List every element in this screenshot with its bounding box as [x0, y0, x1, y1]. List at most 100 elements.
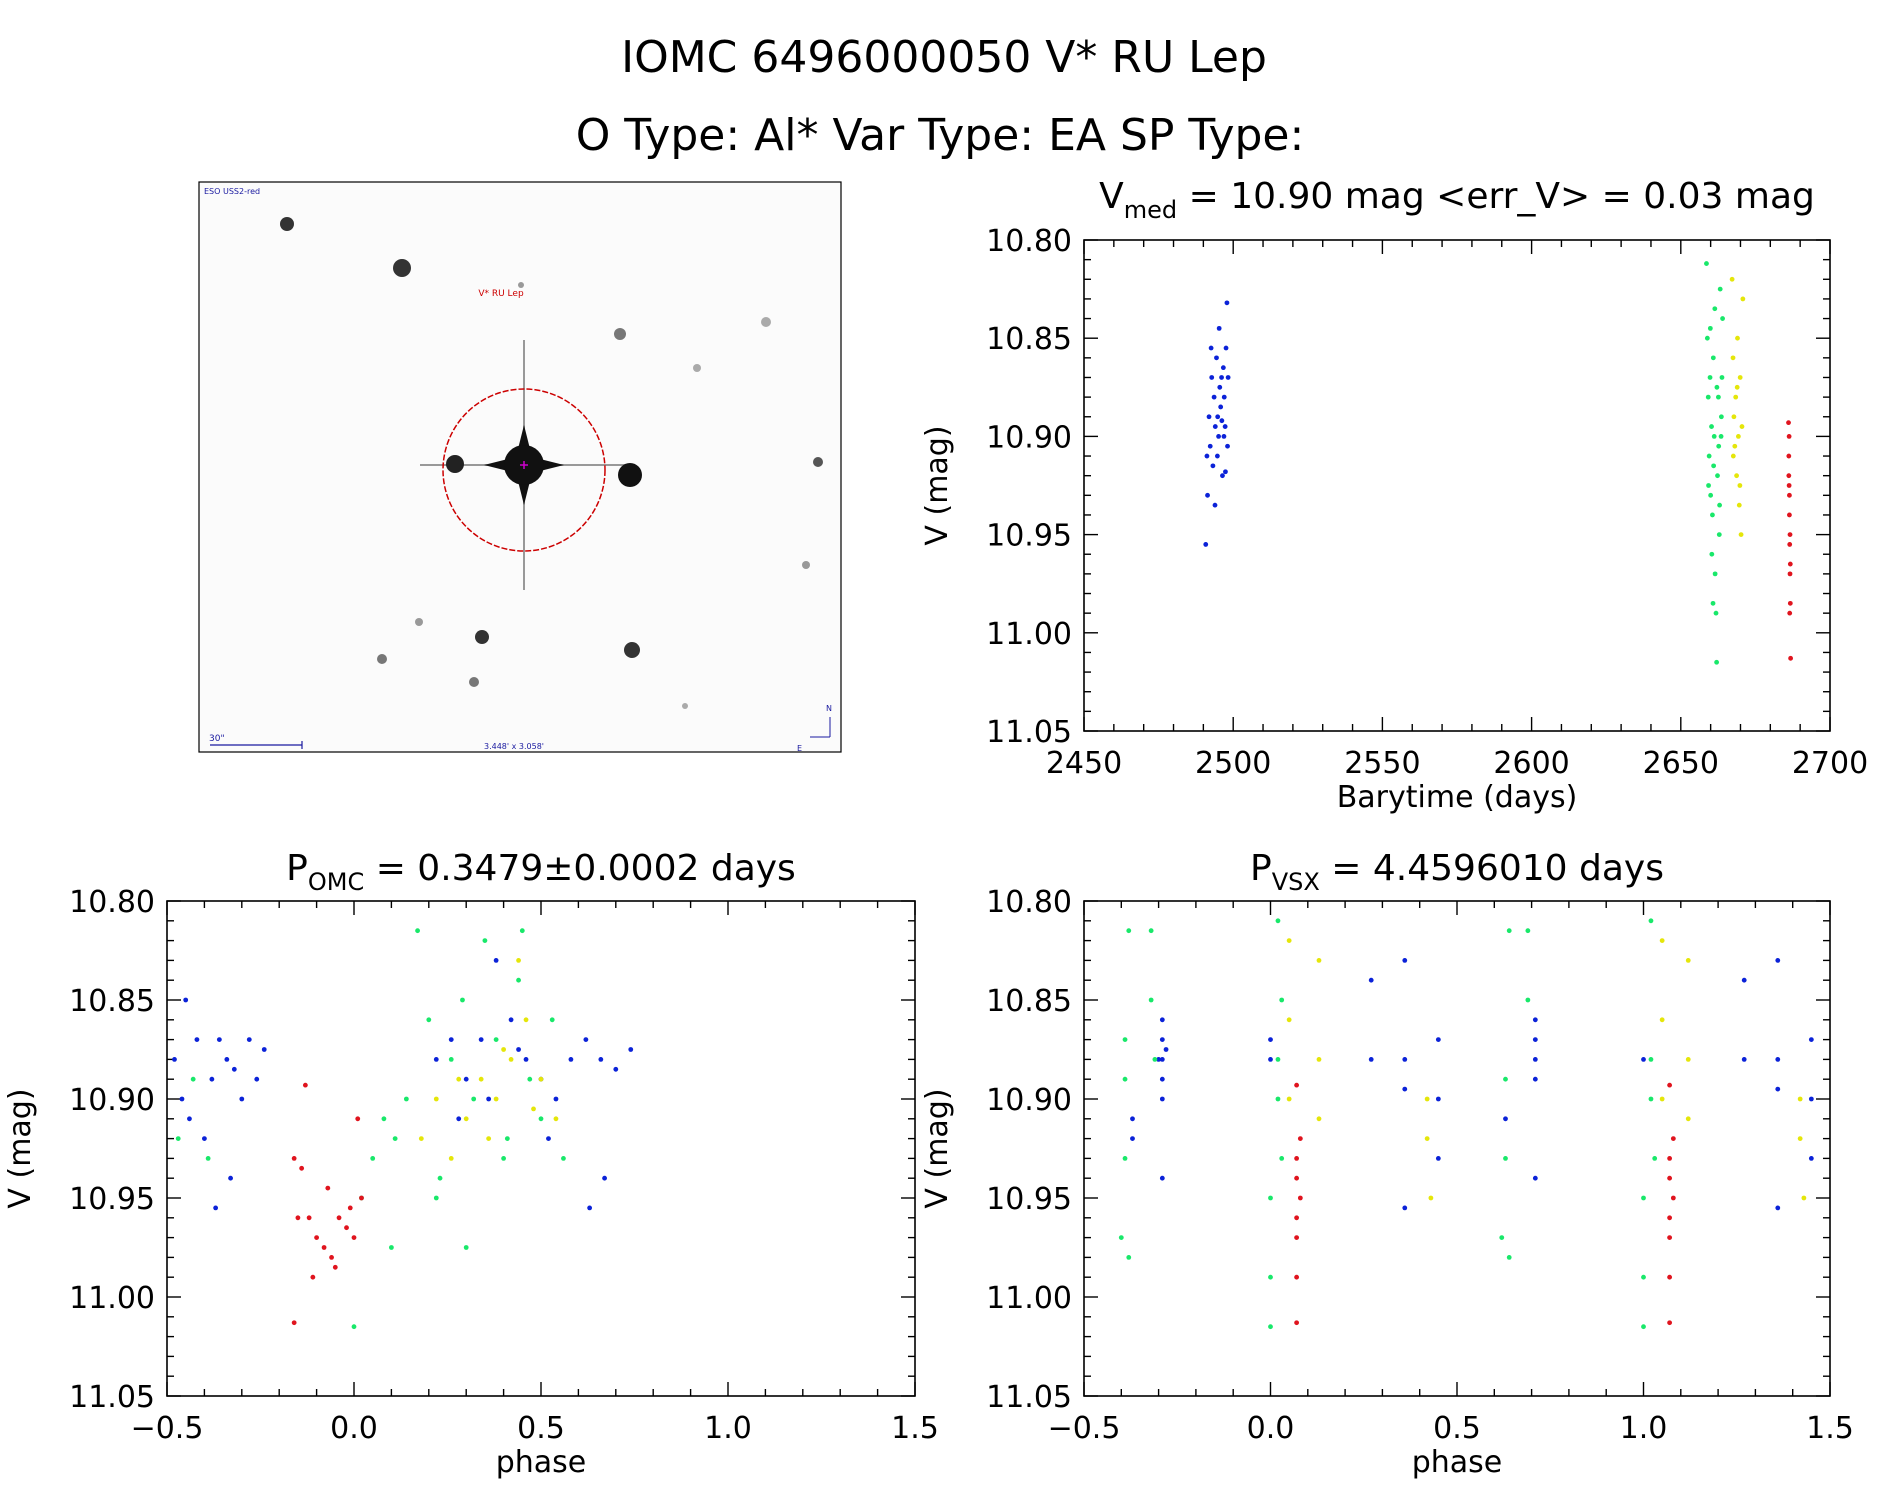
data-point [202, 1136, 207, 1141]
data-point [1716, 532, 1722, 537]
data-point [1710, 600, 1716, 606]
data-point [1294, 1215, 1300, 1221]
data-point [568, 1057, 574, 1062]
x-tick-label: −0.5 [1048, 1411, 1121, 1446]
y-tick-label: 10.80 [986, 224, 1072, 259]
data-point [1268, 1057, 1273, 1062]
data-point [508, 1017, 514, 1023]
x-axis-label: phase [496, 1445, 587, 1480]
field-star [393, 259, 411, 277]
data-point [306, 1215, 312, 1221]
data-point [381, 1116, 387, 1122]
data-point [302, 1082, 308, 1088]
field-star [618, 463, 642, 487]
data-point [1219, 418, 1225, 424]
data-point [1286, 1096, 1292, 1102]
data-point [1122, 1037, 1128, 1042]
data-point [628, 1047, 634, 1052]
field-star [280, 217, 294, 231]
data-point [1130, 1136, 1135, 1141]
data-point [1212, 502, 1218, 508]
data-point [329, 1255, 334, 1260]
data-point [501, 1047, 506, 1052]
data-point [1730, 453, 1736, 459]
x-tick-label: 0.5 [1433, 1411, 1481, 1446]
data-point [351, 1235, 357, 1240]
y-tick-label: 10.80 [986, 885, 1072, 920]
field-star [469, 677, 479, 687]
data-point [531, 1106, 536, 1112]
series-blue [1130, 958, 1814, 1211]
data-point [1648, 1057, 1654, 1062]
data-point [1706, 453, 1712, 459]
data-point [1667, 1215, 1673, 1221]
data-point [228, 1175, 233, 1181]
data-point [1216, 325, 1222, 331]
data-point [426, 1017, 432, 1023]
data-point [1126, 928, 1132, 934]
phase-vsx-panel: PVSX = 4.4596010 days −0.5 0.0 0.5 1.0 1.5 10.… [920, 848, 1854, 1480]
data-point [1711, 463, 1717, 469]
series-yellow [1729, 276, 1746, 537]
data-point [1712, 306, 1718, 312]
data-point [321, 1245, 327, 1250]
data-point [325, 1185, 331, 1191]
data-point [1122, 1076, 1128, 1082]
series-yellow [1286, 938, 1807, 1201]
data-point [1126, 1255, 1132, 1260]
data-point [486, 1096, 492, 1102]
data-point [1268, 1195, 1273, 1201]
data-point [332, 1264, 338, 1270]
series-green [175, 928, 566, 1330]
data-point [1316, 1057, 1322, 1062]
data-point [1294, 1156, 1300, 1161]
data-point [194, 1037, 200, 1042]
y-tick-label: 11.00 [986, 617, 1072, 652]
data-point [1717, 286, 1723, 292]
finder-chart: ESO USS2-red V* RU Lep 30" 3.448' x 3.05… [198, 181, 842, 753]
scale-label: 30" [209, 734, 225, 744]
data-point [538, 1116, 544, 1122]
x-tick-label: 0.5 [517, 1411, 565, 1446]
data-point [1667, 1320, 1673, 1326]
data-point [1316, 1116, 1322, 1122]
y-tick-label: 11.05 [986, 1380, 1072, 1415]
data-point [415, 928, 420, 934]
data-point [1207, 443, 1213, 449]
data-point [1787, 532, 1793, 537]
data-point [1148, 928, 1154, 934]
data-point [460, 997, 465, 1003]
data-point [1786, 483, 1792, 488]
data-point [1667, 1082, 1673, 1088]
data-point [1648, 1096, 1654, 1102]
data-point [1734, 473, 1740, 479]
data-point [389, 1245, 394, 1250]
x-tick-label: −0.5 [131, 1411, 204, 1446]
series-red [291, 1082, 364, 1326]
data-point [1786, 453, 1792, 459]
data-point [1204, 453, 1210, 459]
y-tick-label: 10.85 [69, 984, 155, 1019]
y-tick-label: 11.05 [69, 1380, 155, 1415]
data-point [1159, 1076, 1165, 1082]
data-point [1214, 355, 1219, 361]
data-point [1648, 918, 1654, 924]
title-line-1: IOMC 6496000050 V* RU Lep [621, 32, 1267, 83]
data-point [463, 1245, 469, 1250]
data-point [1667, 1175, 1673, 1181]
data-point [1667, 1235, 1673, 1240]
data-point [1216, 434, 1221, 439]
data-point [1787, 571, 1793, 577]
data-point [1711, 434, 1717, 439]
data-point [224, 1057, 230, 1062]
field-star [415, 618, 423, 626]
data-point [347, 1205, 353, 1211]
x-tick-label: 1.0 [704, 1411, 752, 1446]
y-tick-label: 11.00 [69, 1281, 155, 1316]
series-green [1704, 261, 1725, 665]
data-point [1210, 463, 1216, 469]
data-point [1670, 1136, 1676, 1141]
y-tick-label: 10.85 [986, 322, 1072, 357]
data-point [1206, 414, 1212, 420]
data-point [1713, 610, 1719, 616]
